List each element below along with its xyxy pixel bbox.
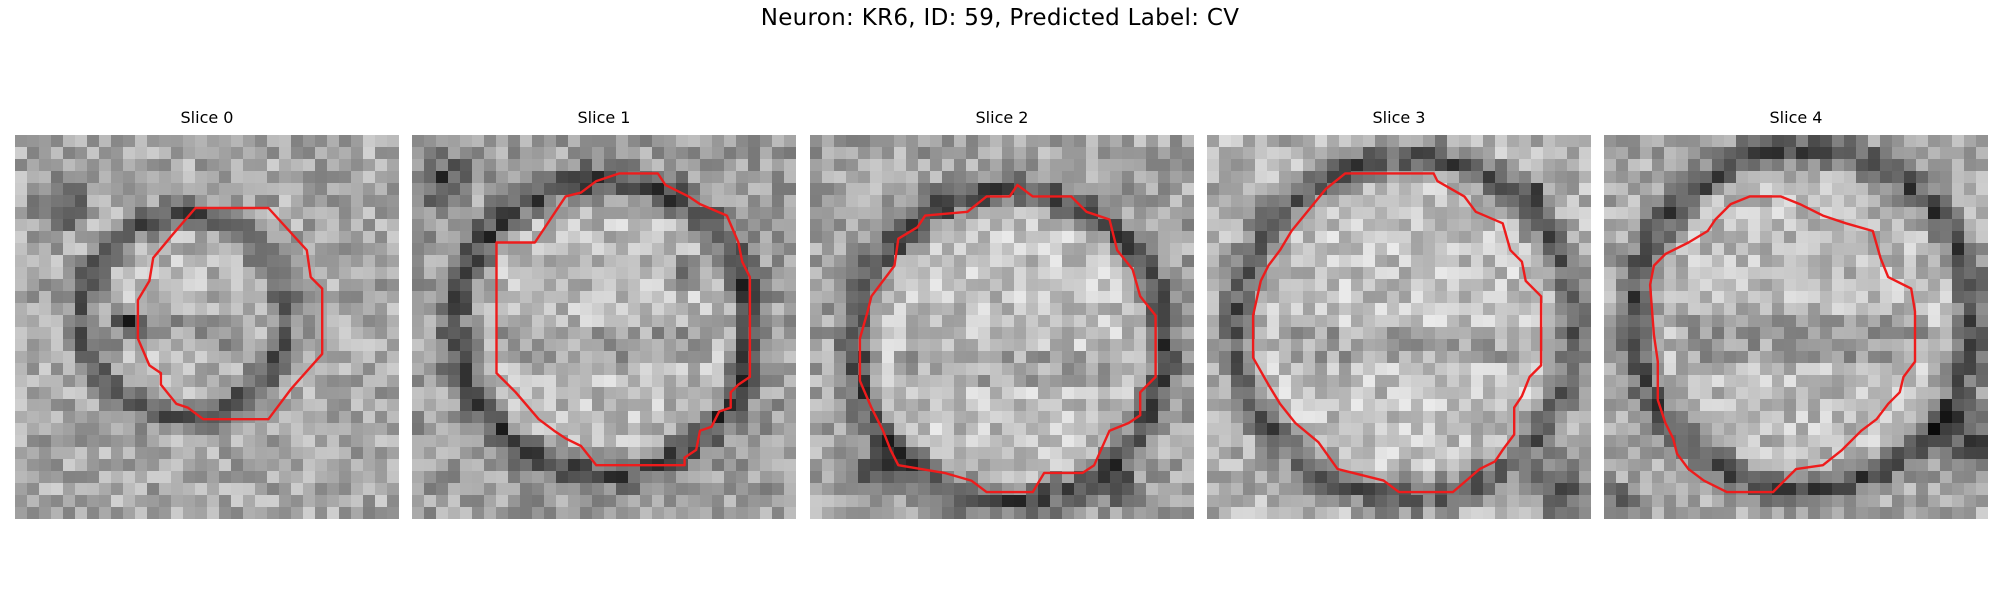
slice-image-2 (810, 135, 1194, 519)
contour-outline-1 (495, 172, 752, 467)
slice-panel-4: Slice 4 (1604, 108, 1988, 519)
figure-title: Neuron: KR6, ID: 59, Predicted Label: CV (760, 5, 1240, 31)
slice-image-0 (15, 135, 399, 519)
contour-outline-4 (1648, 195, 1917, 494)
slice-pixels-1 (412, 135, 796, 519)
contour-outline-2 (858, 183, 1157, 494)
slice-title-1: Slice 1 (577, 108, 631, 127)
slice-image-3 (1207, 135, 1591, 519)
slice-title-4: Slice 4 (1769, 108, 1823, 127)
contour-outline-3 (1251, 172, 1543, 494)
slice-panel-1: Slice 1 (412, 108, 796, 519)
slice-title-3: Slice 3 (1372, 108, 1426, 127)
contour-outline-0 (136, 206, 324, 421)
slice-panel-3: Slice 3 (1207, 108, 1591, 519)
slice-pixels-3 (1207, 135, 1591, 519)
slice-title-0: Slice 0 (180, 108, 234, 127)
slice-panel-0: Slice 0 (15, 108, 399, 519)
slice-panel-2: Slice 2 (810, 108, 1194, 519)
slice-pixels-2 (810, 135, 1194, 519)
slice-title-2: Slice 2 (975, 108, 1029, 127)
slice-image-4 (1604, 135, 1988, 519)
slice-image-1 (412, 135, 796, 519)
slice-pixels-0 (15, 135, 399, 519)
slice-pixels-4 (1604, 135, 1988, 519)
